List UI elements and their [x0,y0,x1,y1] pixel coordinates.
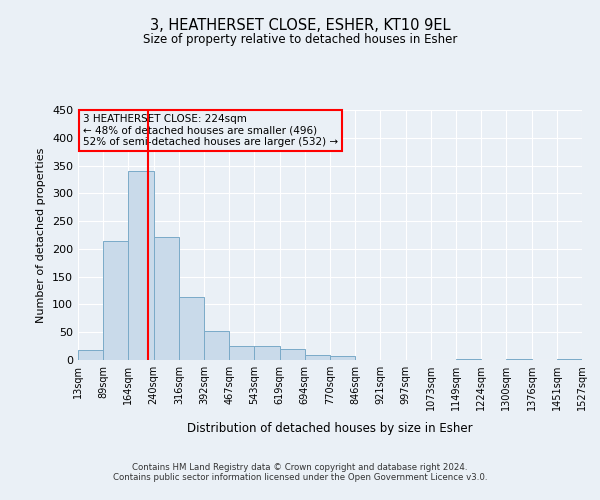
Text: 3 HEATHERSET CLOSE: 224sqm
← 48% of detached houses are smaller (496)
52% of sem: 3 HEATHERSET CLOSE: 224sqm ← 48% of deta… [83,114,338,147]
Bar [280,349,305,360]
Bar [229,346,254,360]
Bar [103,240,128,360]
Text: Size of property relative to detached houses in Esher: Size of property relative to detached ho… [143,32,457,46]
Bar [330,356,355,360]
Bar [204,330,229,360]
Bar [179,297,204,360]
Bar [456,359,481,360]
Y-axis label: Number of detached properties: Number of detached properties [37,148,46,322]
Bar [557,359,582,360]
Bar [506,359,532,360]
Text: Contains HM Land Registry data © Crown copyright and database right 2024.
Contai: Contains HM Land Registry data © Crown c… [113,463,487,482]
Bar [128,171,154,360]
Bar [78,350,103,360]
Bar [305,355,330,360]
Bar [154,236,179,360]
Bar [254,346,280,360]
X-axis label: Distribution of detached houses by size in Esher: Distribution of detached houses by size … [187,422,473,434]
Text: 3, HEATHERSET CLOSE, ESHER, KT10 9EL: 3, HEATHERSET CLOSE, ESHER, KT10 9EL [150,18,450,32]
